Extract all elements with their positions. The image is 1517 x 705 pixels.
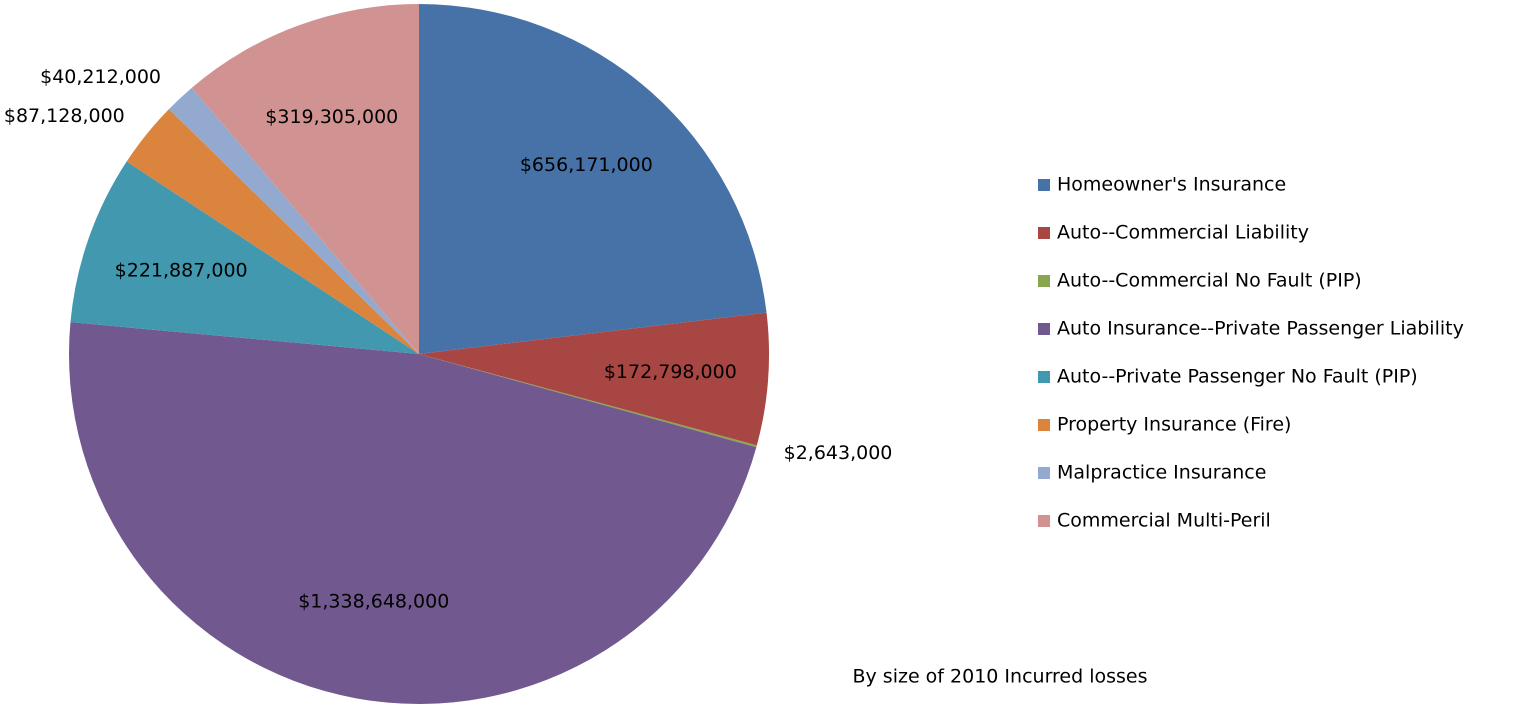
pie-slice [168, 87, 419, 354]
data-label: $656,171,000 [520, 154, 653, 176]
pie-slice [68, 322, 757, 705]
pie-slice [70, 161, 419, 354]
legend-swatch [1038, 515, 1050, 527]
legend-swatch [1038, 179, 1050, 191]
data-label: $87,128,000 [4, 105, 125, 127]
pie-slice [419, 4, 767, 354]
legend-swatch [1038, 275, 1050, 287]
legend-label: Auto Insurance--Private Passenger Liabil… [1057, 318, 1464, 340]
annotation: By size of 2010 Incurred losses [852, 666, 1147, 688]
data-label: $221,887,000 [115, 259, 248, 281]
legend-label: Commercial Multi-Peril [1057, 510, 1271, 532]
legend-label: Auto--Commercial Liability [1057, 222, 1309, 244]
legend-swatch [1038, 227, 1050, 239]
legend-swatch [1038, 467, 1050, 479]
pie-slice [419, 312, 769, 446]
data-label: $1,338,648,000 [298, 590, 449, 612]
data-label: $172,798,000 [604, 361, 737, 383]
legend-label: Property Insurance (Fire) [1057, 414, 1291, 436]
legend-label: Homeowner's Insurance [1057, 174, 1286, 196]
data-label: $40,212,000 [40, 66, 161, 88]
legend-swatch [1038, 371, 1050, 383]
legend-label: Auto--Private Passenger No Fault (PIP) [1057, 366, 1418, 388]
legend-label: Malpractice Insurance [1057, 462, 1266, 484]
legend-swatch [1038, 419, 1050, 431]
pie-slice [419, 354, 757, 448]
pie-slice [126, 109, 420, 354]
data-label: $319,305,000 [265, 106, 398, 128]
legend-label: Auto--Commercial No Fault (PIP) [1057, 270, 1362, 292]
data-label: $2,643,000 [784, 442, 893, 464]
pie-slice [191, 4, 419, 354]
legend-swatch [1038, 323, 1050, 335]
